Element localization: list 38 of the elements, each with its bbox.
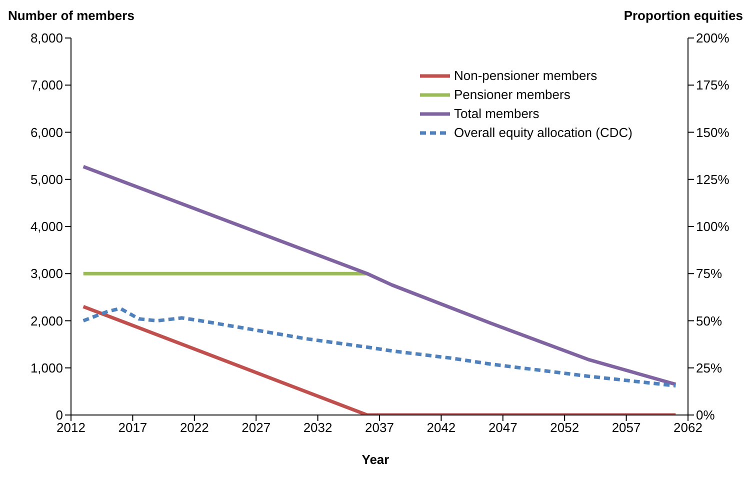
- y2-tick-label: 75%: [696, 266, 722, 282]
- x-tick-label: 2022: [180, 420, 209, 436]
- line-series: [82, 306, 678, 388]
- x-tick-label: 2057: [612, 420, 641, 436]
- y-tick-label: 2,000: [30, 313, 63, 328]
- x-tick-label: 2012: [56, 420, 86, 436]
- x-tick-label: 2052: [550, 420, 580, 436]
- legend-label: Overall equity allocation (CDC): [454, 124, 632, 142]
- x-tick-label: 2042: [426, 420, 456, 436]
- y2-tick-label: 200%: [696, 30, 730, 46]
- x-tick-label: 2062: [674, 420, 702, 436]
- y2-axis-title: Proportion equities: [624, 8, 743, 23]
- x-tick-label: 2037: [365, 420, 394, 436]
- y-tick-label: 3,000: [30, 266, 63, 282]
- x-tick-label: 2027: [242, 420, 271, 436]
- y-axis-title: Number of members: [8, 8, 134, 23]
- y-tick-label: 5,000: [30, 172, 63, 187]
- x-tick-label: 2047: [488, 420, 518, 436]
- y2-tick-label: 150%: [696, 124, 730, 140]
- y-tick-label: 7,000: [30, 78, 63, 93]
- y2-tick-label: 50%: [696, 313, 722, 328]
- y2-tick-label: 175%: [696, 78, 730, 93]
- legend-label: Pensioner members: [454, 86, 570, 104]
- y-tick-label: 6,000: [30, 124, 63, 140]
- y2-tick-label: 25%: [696, 360, 722, 376]
- y2-tick-label: 0%: [696, 408, 716, 423]
- y-tick-label: 4,000: [30, 219, 63, 234]
- legend-label: Non-pensioner members: [454, 67, 598, 85]
- y2-tick-label: 125%: [696, 172, 730, 187]
- legend-label: Total members: [454, 105, 540, 123]
- y-tick-label: 0: [56, 408, 63, 423]
- line-series: [82, 164, 678, 386]
- x-tick-label: 2017: [118, 420, 148, 436]
- x-axis-title: Year: [360, 452, 390, 467]
- y-tick-label: 1,000: [30, 360, 63, 376]
- y-tick-label: 8,000: [30, 30, 63, 46]
- x-tick-label: 2032: [303, 420, 332, 436]
- y2-tick-label: 100%: [696, 219, 730, 234]
